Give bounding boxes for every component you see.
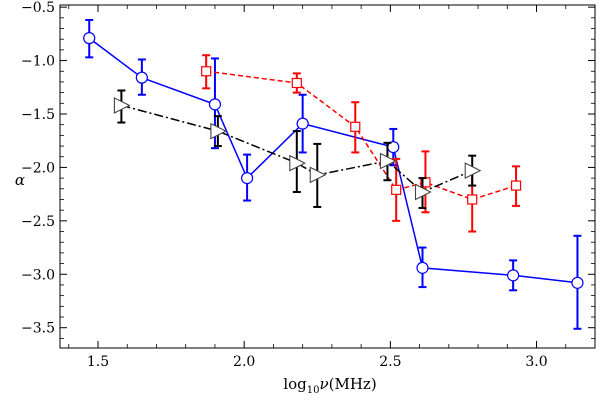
circle-marker: [208, 98, 222, 111]
circle-marker: [571, 276, 584, 289]
y-tick-label: −0.5: [21, 0, 55, 16]
x-tick-label: 3.0: [525, 354, 547, 370]
y-tick-label: −1.5: [21, 107, 55, 123]
circle-marker: [241, 172, 254, 185]
x-axis-title-unit: (MHz): [329, 375, 377, 393]
y-tick-label: −1.0: [21, 54, 55, 70]
circle-marker: [83, 32, 96, 45]
y-tick-label: −2.5: [21, 214, 55, 230]
square-marker: [201, 66, 212, 77]
triangle-marker: [289, 154, 307, 172]
x-axis-title-base: log: [283, 375, 307, 393]
square-marker: [291, 77, 302, 89]
x-axis-ticks: 1.5 2.0 2.5 3.0: [68, 5, 596, 370]
square-marker: [510, 180, 522, 191]
triangle-marker: [309, 166, 327, 184]
x-axis-title: log10ν(MHz): [283, 375, 376, 396]
x-axis-title-subscript: 10: [307, 385, 320, 396]
square-marker: [467, 194, 478, 205]
square-marker: [391, 184, 402, 195]
x-axis-title-variable: ν: [320, 375, 329, 393]
plot-frame: [59, 4, 596, 349]
circle-marker: [296, 117, 309, 130]
x-tick-label: 2.0: [233, 354, 255, 370]
y-tick-label: −3.0: [21, 267, 55, 283]
triangle-marker: [414, 183, 432, 201]
triangle-marker: [210, 122, 228, 140]
y-tick-label: −3.5: [21, 321, 55, 337]
triangle-marker: [379, 152, 397, 170]
square-marker: [350, 121, 361, 132]
series-1: [83, 18, 584, 330]
series-3: [113, 89, 482, 210]
y-axis-ticks: −0.5 −1.0 −1.5 −2.0 −2.5 −3.0 −3.5: [21, 0, 595, 339]
y-tick-label: −2.0: [21, 160, 55, 176]
series-layer: [83, 18, 584, 330]
circle-marker: [507, 269, 520, 282]
y-axis-title: α: [15, 171, 25, 189]
circle-marker: [416, 261, 429, 274]
x-tick-label: 1.5: [87, 354, 109, 370]
triangle-marker: [464, 162, 482, 180]
circle-marker: [135, 71, 148, 84]
x-tick-label: 2.5: [379, 354, 401, 370]
series-2: [201, 54, 522, 233]
triangle-marker: [113, 97, 131, 114]
series-line: [88, 37, 578, 284]
